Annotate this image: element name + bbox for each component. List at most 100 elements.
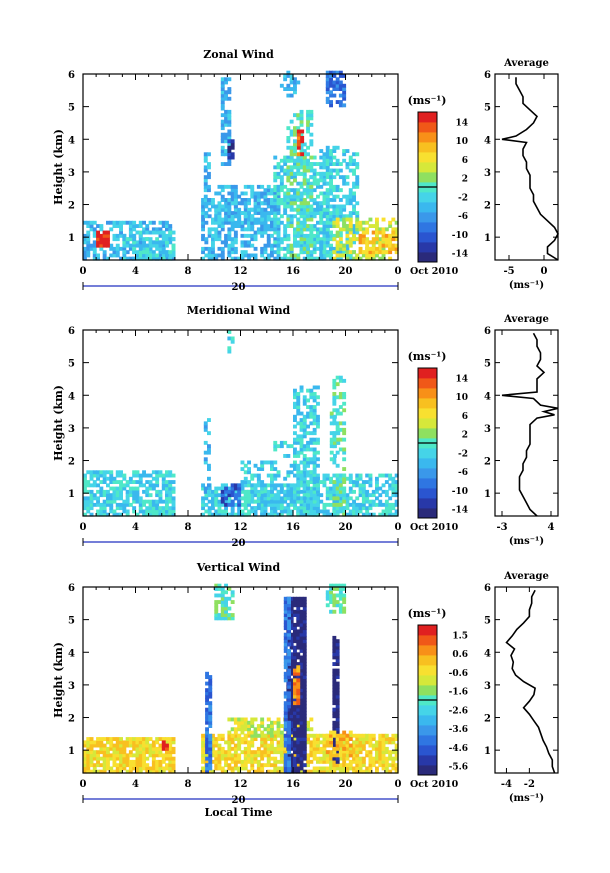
heatmap-cell	[214, 237, 219, 242]
heatmap-cell	[335, 701, 340, 706]
heatmap-cell	[309, 233, 314, 238]
heatmap-cell	[214, 753, 219, 758]
heatmap-cell	[208, 740, 213, 745]
heatmap-cell	[253, 509, 258, 514]
heatmap-cell	[296, 113, 301, 118]
heatmap-cell	[138, 759, 143, 764]
heatmap-cell	[302, 746, 307, 751]
heatmap-cell	[283, 613, 288, 617]
heatmap-cell	[201, 499, 205, 504]
heatmap-cell	[230, 493, 235, 498]
y-tick-label: 2	[68, 201, 75, 212]
colorbar-swatch	[418, 715, 437, 726]
heatmap-cell	[201, 733, 205, 738]
heatmap-cell	[299, 450, 304, 455]
heatmap-cell	[237, 509, 242, 514]
heatmap-cell	[352, 191, 356, 196]
heatmap-cell	[394, 237, 399, 242]
heatmap-cell	[109, 502, 114, 507]
heatmap-cell	[279, 502, 284, 507]
heatmap-cell	[302, 444, 307, 449]
heatmap-cell	[319, 243, 324, 248]
heatmap-cell	[217, 593, 222, 598]
heatmap-cell	[368, 759, 373, 764]
heatmap-cell	[201, 483, 205, 488]
heatmap-cell	[289, 155, 294, 160]
heatmap-cell	[384, 493, 389, 498]
heatmap-cell	[325, 152, 330, 157]
heatmap-cell	[273, 243, 278, 248]
heatmap-cell	[83, 240, 87, 245]
heatmap-cell	[296, 763, 301, 768]
heatmap-cell	[287, 724, 291, 728]
heatmap-cell	[203, 175, 208, 180]
heatmap-cell	[371, 256, 376, 261]
colorbar-swatch	[418, 478, 437, 489]
heatmap-cell	[358, 250, 363, 255]
heatmap-cell	[293, 447, 297, 452]
heatmap-cell	[332, 408, 337, 413]
heatmap-cell	[365, 750, 370, 755]
heatmap-cell	[168, 480, 173, 484]
heatmap-cell	[309, 421, 314, 426]
heatmap-cell	[388, 769, 393, 774]
heatmap-cell	[99, 750, 104, 755]
heatmap-cell	[220, 746, 225, 751]
heatmap-cell	[306, 447, 310, 452]
heatmap-cell	[207, 233, 212, 238]
heatmap-cell	[332, 697, 337, 702]
heatmap-cell	[155, 256, 160, 261]
heatmap-cell	[155, 509, 160, 514]
heatmap-cell	[378, 753, 383, 758]
colorbar-swatch	[418, 448, 437, 459]
heatmap-cell	[293, 600, 297, 604]
heatmap-cell	[220, 240, 225, 245]
heatmap-cell	[302, 619, 307, 624]
heatmap-cell	[92, 250, 97, 255]
heatmap-cell	[289, 720, 294, 725]
heatmap-cell	[302, 211, 307, 215]
heatmap-cell	[319, 201, 324, 206]
heatmap-cell	[217, 587, 222, 591]
heatmap-cell	[338, 750, 343, 755]
heatmap-cell	[332, 727, 337, 732]
heatmap-cell	[224, 136, 228, 140]
heatmap-cell	[283, 675, 288, 679]
heatmap-cell	[384, 489, 389, 494]
heatmap-cell	[293, 675, 297, 679]
heatmap-cell	[345, 165, 350, 170]
heatmap-cell	[148, 750, 153, 755]
heatmap-cell	[279, 175, 284, 180]
heatmap-cell	[293, 467, 297, 471]
heatmap-cell	[287, 603, 291, 608]
heatmap-cell	[329, 743, 333, 748]
heatmap-cell	[296, 243, 301, 248]
heatmap-cell	[151, 230, 156, 235]
colorbar-swatch	[418, 122, 437, 133]
x-tick-label: 16	[286, 522, 300, 533]
heatmap-cell	[335, 593, 340, 598]
heatmap-cell	[342, 90, 347, 95]
heatmap-cell	[365, 753, 370, 758]
heatmap-cell	[296, 454, 301, 458]
heatmap-cell	[325, 191, 330, 196]
heatmap-cell	[348, 227, 353, 232]
heatmap-cell	[365, 250, 370, 255]
heatmap-cell	[233, 201, 238, 206]
heatmap-cell	[220, 587, 225, 591]
heatmap-cell	[329, 763, 333, 768]
heatmap-cell	[368, 740, 373, 745]
heatmap-cell	[243, 184, 248, 189]
heatmap-cell	[125, 493, 130, 498]
heatmap-cell	[352, 171, 356, 176]
heatmap-cell	[207, 418, 211, 422]
heatmap-cell	[279, 198, 284, 202]
heatmap-cell	[391, 750, 396, 755]
heatmap-cell	[332, 250, 337, 255]
heatmap-cell	[333, 437, 337, 442]
heatmap-cell	[365, 473, 370, 478]
heatmap-cell	[125, 499, 130, 504]
heatmap-cell	[211, 496, 215, 501]
heatmap-cell	[316, 502, 320, 507]
heatmap-cell	[115, 502, 120, 507]
